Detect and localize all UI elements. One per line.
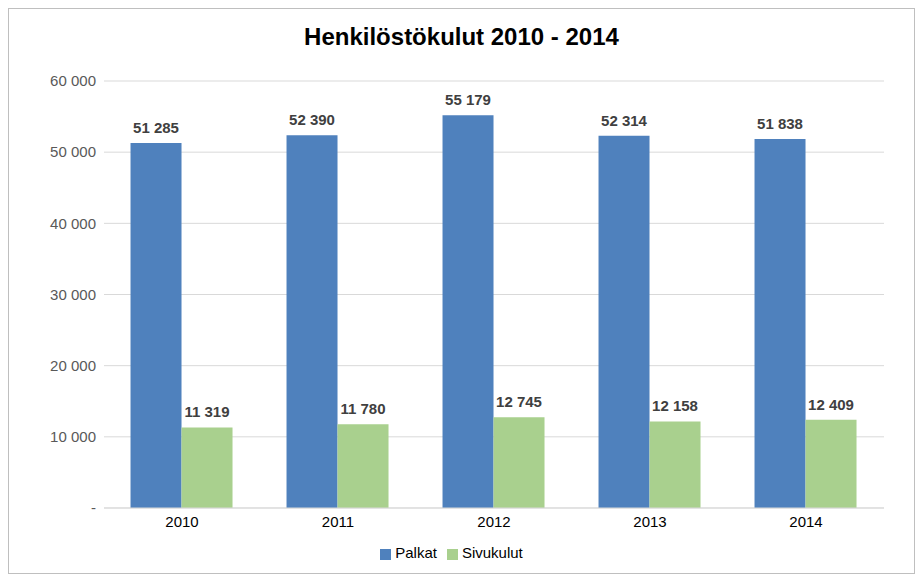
- svg-text:2012: 2012: [477, 513, 510, 530]
- svg-text:51 285: 51 285: [133, 119, 179, 136]
- svg-text:2014: 2014: [789, 513, 822, 530]
- svg-text:20 000: 20 000: [50, 357, 96, 374]
- svg-text:11 780: 11 780: [340, 400, 385, 417]
- svg-text:30 000: 30 000: [50, 286, 96, 303]
- svg-text:51 838: 51 838: [757, 115, 803, 132]
- svg-text:50 000: 50 000: [50, 143, 96, 160]
- html-text:Sivukulut: Sivukulut: [461, 544, 523, 561]
- svg-text:60 000: 60 000: [50, 72, 96, 89]
- svg-text:40 000: 40 000: [50, 215, 96, 232]
- html-text:Henkilöstökulut 2010 - 2014: Henkilöstökulut 2010 - 2014: [304, 23, 619, 50]
- svg-text:10 000: 10 000: [50, 428, 96, 445]
- svg-text:12 409: 12 409: [808, 396, 854, 413]
- svg-text:55 179: 55 179: [445, 91, 491, 108]
- svg-text:2013: 2013: [633, 513, 666, 530]
- svg-text:12 745: 12 745: [496, 393, 542, 410]
- svg-text:12 158: 12 158: [652, 397, 698, 414]
- html-text:Palkat: Palkat: [395, 544, 437, 561]
- svg-text:11 319: 11 319: [184, 403, 229, 420]
- svg-text:52 314: 52 314: [601, 112, 648, 129]
- svg-text:-: -: [91, 499, 96, 516]
- svg-text:2010: 2010: [165, 513, 198, 530]
- svg-text:52 390: 52 390: [289, 111, 335, 128]
- svg-text:2011: 2011: [322, 513, 354, 530]
